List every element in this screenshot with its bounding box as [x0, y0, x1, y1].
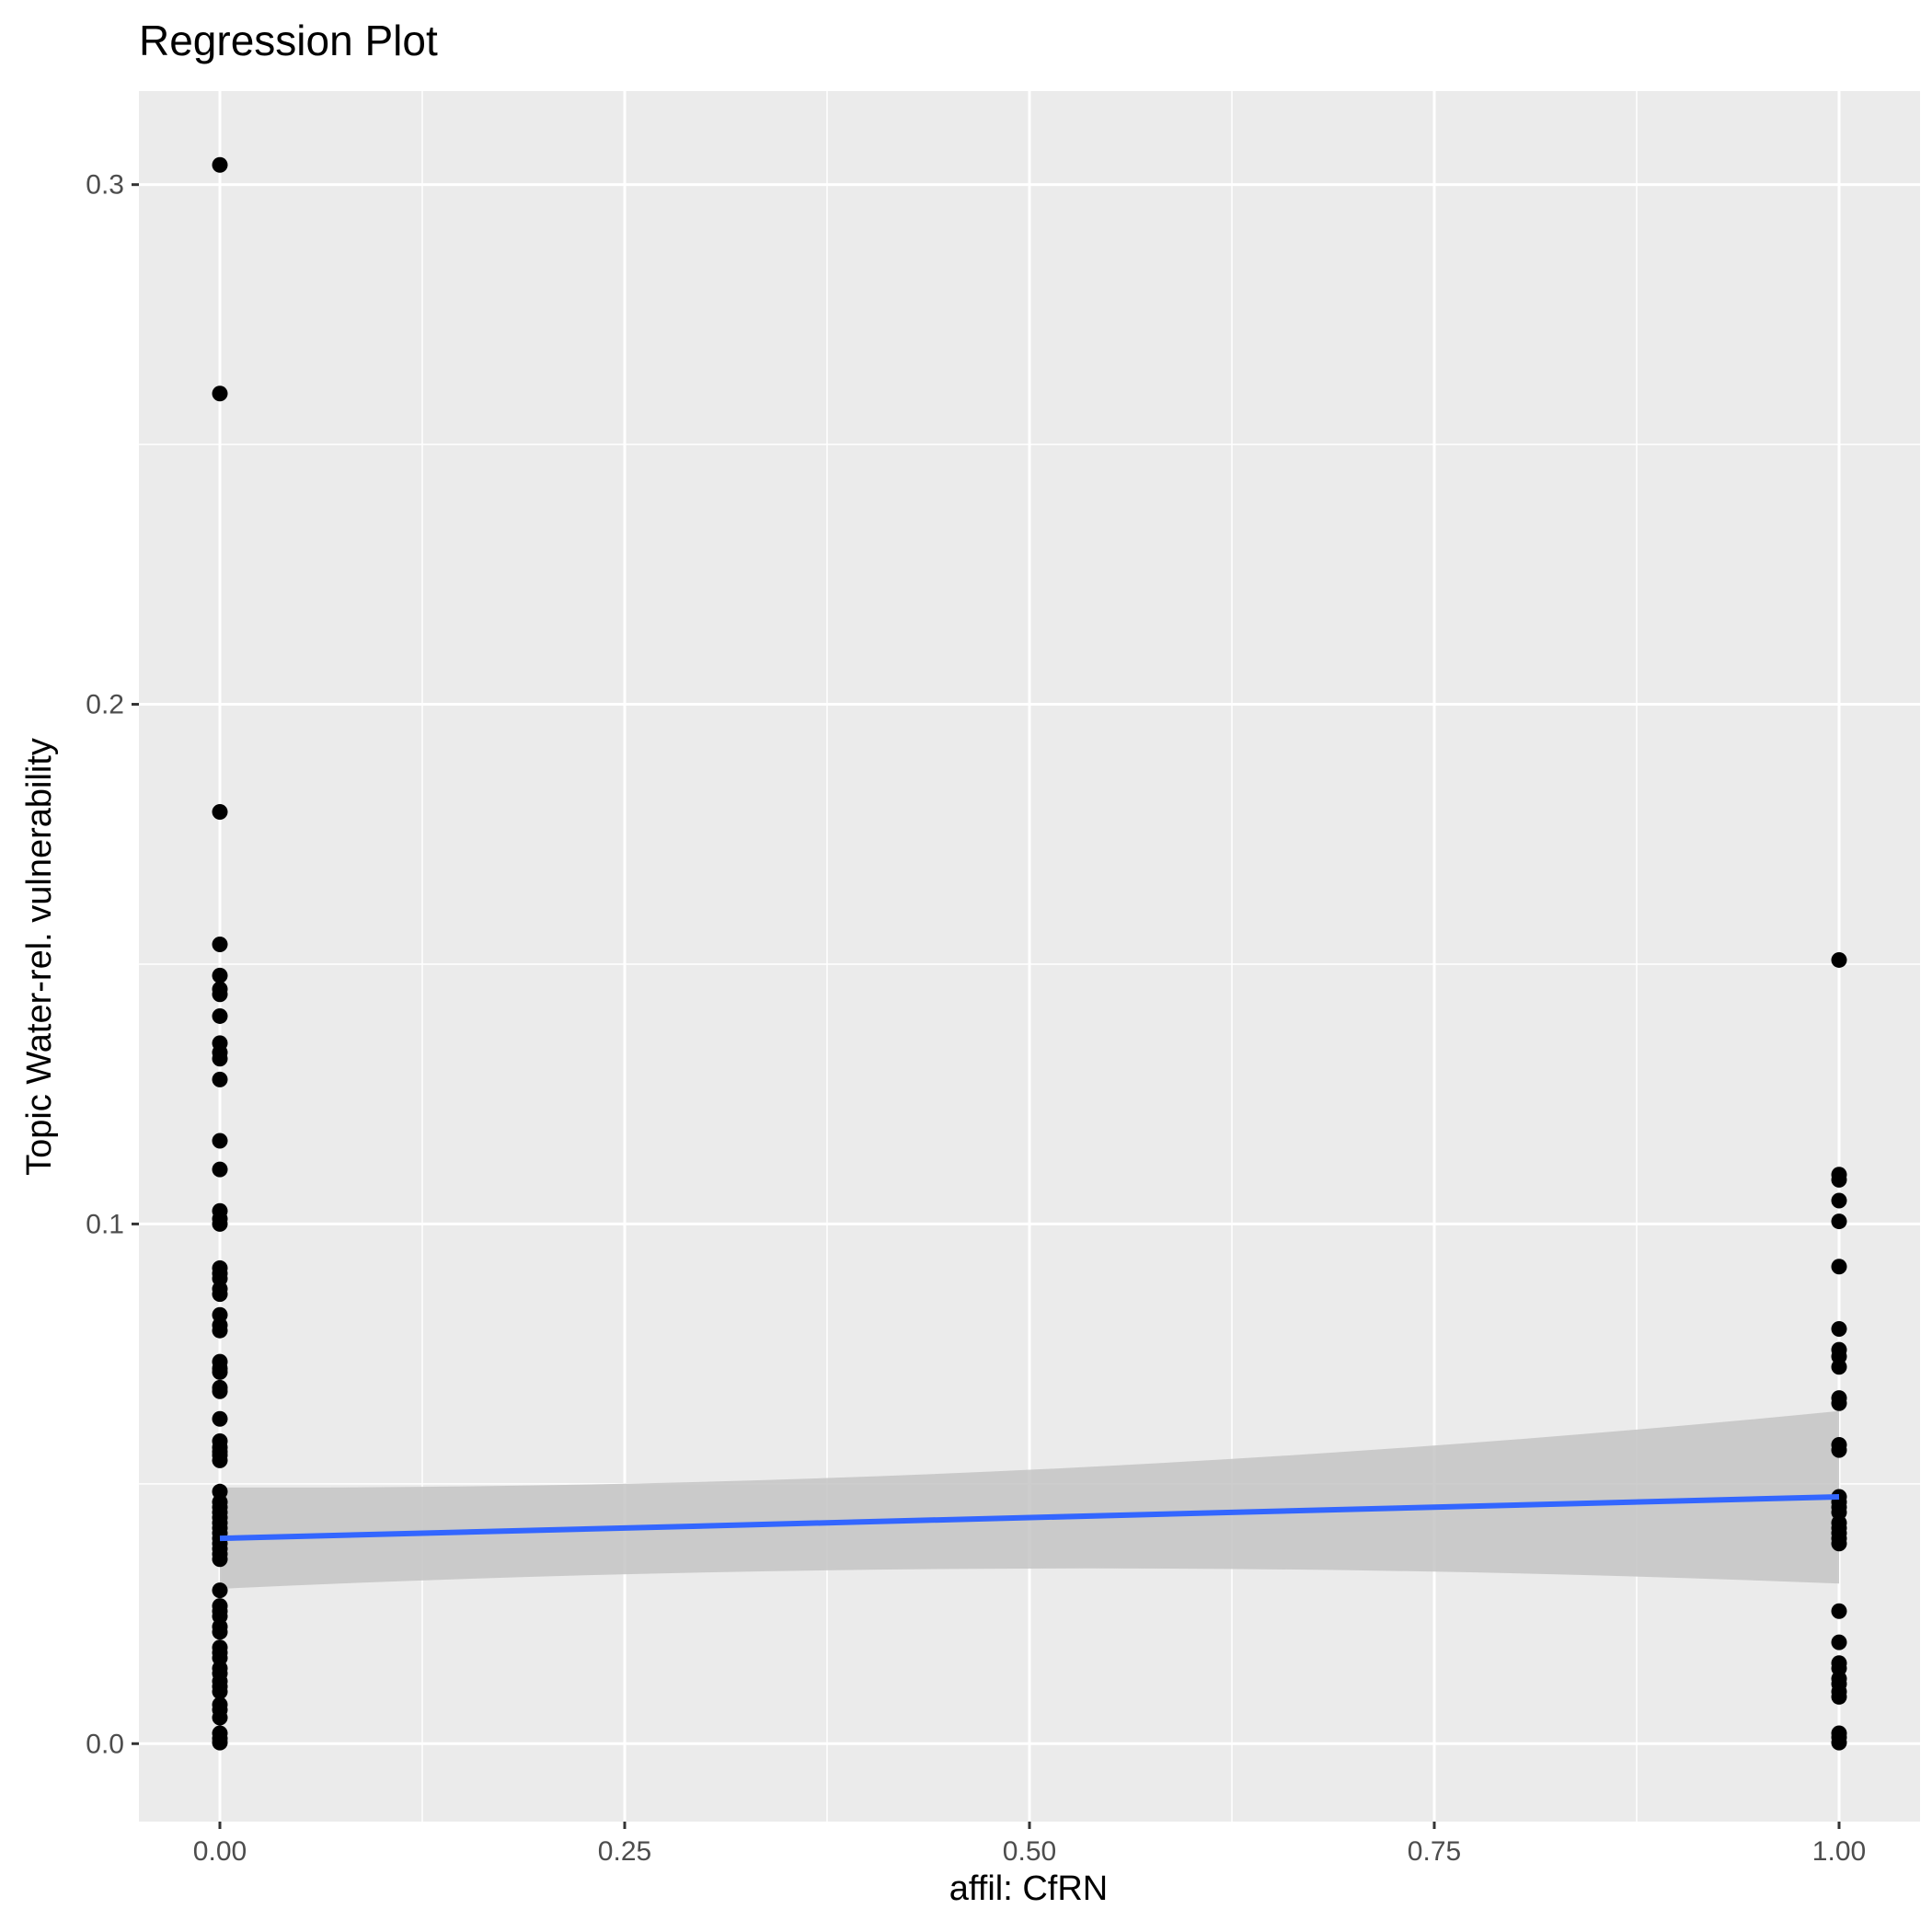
x-axis: 0.00 0.25 0.50 0.75 1.00 — [193, 1822, 1866, 1867]
data-point — [212, 1322, 228, 1339]
data-point — [212, 1551, 228, 1568]
y-axis-title: Topic Water-rel. vulnerability — [20, 738, 59, 1176]
y-tick-label: 0.2 — [86, 690, 124, 720]
data-point — [212, 1133, 228, 1149]
data-point — [212, 967, 228, 983]
data-point — [212, 1051, 228, 1067]
data-point — [1831, 951, 1847, 968]
data-point — [212, 1410, 228, 1427]
data-point — [212, 1452, 228, 1468]
data-point — [212, 937, 228, 953]
data-point — [212, 1684, 228, 1700]
data-point — [1831, 1192, 1847, 1209]
confidence-band — [220, 1410, 1839, 1589]
data-point — [1831, 1395, 1847, 1411]
data-point — [212, 1709, 228, 1726]
y-tick-label: 0.0 — [86, 1729, 124, 1759]
data-point — [1831, 1688, 1847, 1705]
x-tick-label: 1.00 — [1812, 1836, 1866, 1867]
data-point — [1831, 1603, 1847, 1619]
data-point — [212, 1007, 228, 1024]
data-point — [212, 1624, 228, 1640]
chart-title: Regression Plot — [139, 17, 438, 64]
data-point — [212, 156, 228, 173]
data-point — [1831, 1535, 1847, 1552]
data-point — [212, 1215, 228, 1232]
x-tick-label: 0.75 — [1408, 1836, 1461, 1867]
data-point — [1831, 1734, 1847, 1751]
data-point — [212, 1071, 228, 1087]
data-point — [212, 1286, 228, 1303]
x-tick-label: 0.25 — [598, 1836, 651, 1867]
data-point — [1831, 1442, 1847, 1458]
data-point — [212, 385, 228, 402]
x-tick-label: 0.00 — [193, 1836, 247, 1867]
data-point — [212, 986, 228, 1003]
data-point — [1831, 1213, 1847, 1230]
y-tick-label: 0.3 — [86, 170, 124, 201]
y-axis: 0.0 0.1 0.2 0.3 — [86, 170, 139, 1759]
y-tick-label: 0.1 — [86, 1209, 124, 1239]
data-point — [1831, 1321, 1847, 1338]
x-axis-title: affil: CfRN — [949, 1869, 1108, 1908]
data-point — [1831, 1634, 1847, 1650]
data-point — [212, 1363, 228, 1380]
x-tick-label: 0.50 — [1003, 1836, 1056, 1867]
data-point — [212, 803, 228, 820]
data-point — [212, 1383, 228, 1399]
data-point — [1831, 1359, 1847, 1375]
data-point — [212, 1734, 228, 1751]
data-point — [1831, 1171, 1847, 1188]
regression-line — [219, 1493, 1840, 1542]
data-point — [212, 1582, 228, 1599]
scatter-points — [212, 156, 1847, 1751]
data-point — [212, 1161, 228, 1178]
data-point — [1831, 1259, 1847, 1275]
